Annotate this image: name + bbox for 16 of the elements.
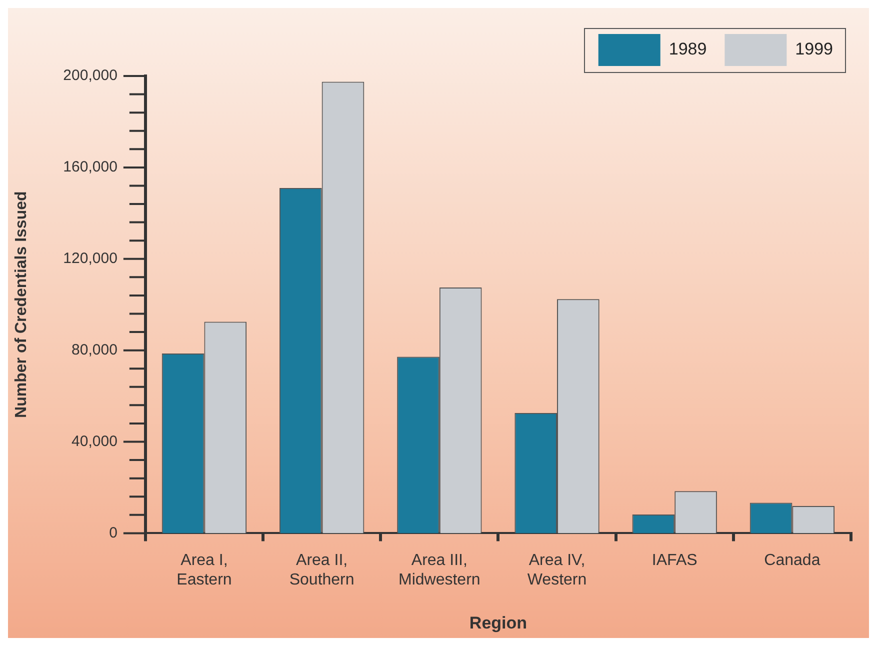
y-tick-label: 40,000	[72, 432, 118, 450]
x-tick-label: Area II, Southern	[289, 552, 354, 588]
y-tick-label: 0	[109, 524, 118, 542]
x-tick-label: Area IV, Western	[527, 552, 587, 588]
x-tick-label: Canada	[764, 552, 820, 570]
y-tick-label: 80,000	[72, 341, 118, 358]
y-axis-title: Number of Credentials Issued	[13, 191, 30, 418]
x-tick-label: Area III, Midwestern	[398, 552, 480, 588]
y-tick-label: 120,000	[63, 250, 118, 268]
x-tick-label: IAFAS	[652, 552, 698, 570]
legend-label: 1999	[795, 40, 834, 59]
x-tick-label: Area I, Eastern	[176, 552, 232, 588]
y-tick-label: 200,000	[63, 67, 118, 84]
x-axis-title: Region	[469, 613, 528, 632]
y-tick-label: 160,000	[63, 158, 118, 176]
legend-label: 1989	[668, 40, 707, 59]
